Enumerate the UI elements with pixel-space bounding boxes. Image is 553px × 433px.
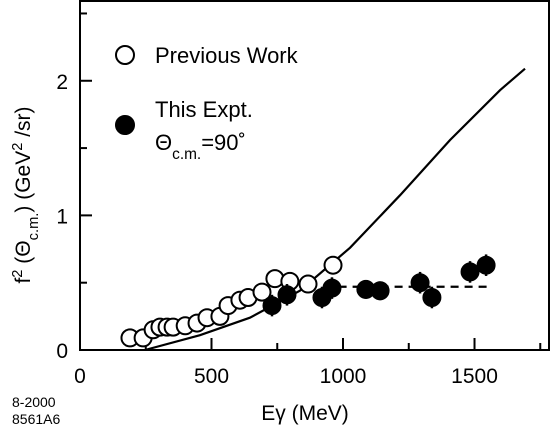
annotation: Θc.m.=90˚ — [155, 130, 246, 163]
x-tick-label: 500 — [194, 365, 229, 388]
data-point — [262, 296, 282, 316]
footnote: 8561A6 — [12, 411, 60, 427]
legend-label: Previous Work — [155, 43, 299, 68]
label-part: Θ — [155, 130, 172, 155]
label-part: ) (GeV — [12, 151, 35, 213]
label-part: 2 — [10, 270, 26, 278]
data-point — [422, 288, 442, 307]
data-point — [460, 262, 480, 282]
x-tick-label: 1000 — [320, 365, 367, 388]
data-point — [322, 278, 342, 298]
data-point — [476, 255, 496, 275]
data-point — [370, 281, 390, 301]
label-part: f — [12, 278, 35, 284]
label-part: (MeV) — [286, 402, 349, 425]
y-axis-label: f2 (Θc.m.) (GeV2 /sr) — [10, 106, 42, 283]
data-point — [277, 285, 297, 305]
footnote: 8-2000 — [12, 394, 56, 410]
data-point — [298, 274, 318, 294]
x-tick-label: 0 — [74, 365, 86, 388]
data-point — [252, 282, 272, 302]
legend-marker — [115, 45, 135, 65]
label-part: E — [261, 402, 275, 425]
data-point — [410, 273, 430, 293]
legend-marker — [115, 115, 135, 135]
y-tick-label: 0 — [56, 340, 68, 363]
label-part: c.m. — [172, 146, 201, 163]
x-axis-label: Eγ (MeV) — [261, 402, 349, 425]
label-part: c.m. — [26, 213, 42, 241]
label-part: (Θ — [12, 240, 35, 269]
label-part: =90˚ — [201, 130, 246, 155]
legend-label: This Expt. — [155, 97, 253, 122]
plot-frame — [79, 0, 550, 351]
label-part: γ — [275, 402, 286, 425]
data-point — [323, 255, 343, 275]
x-tick-label: 1500 — [451, 365, 498, 388]
y-tick-label: 2 — [56, 71, 68, 94]
curve — [144, 67, 526, 352]
label-part: 2 — [10, 143, 26, 151]
y-tick-label: 1 — [56, 205, 68, 228]
label-part: /sr) — [12, 106, 35, 142]
